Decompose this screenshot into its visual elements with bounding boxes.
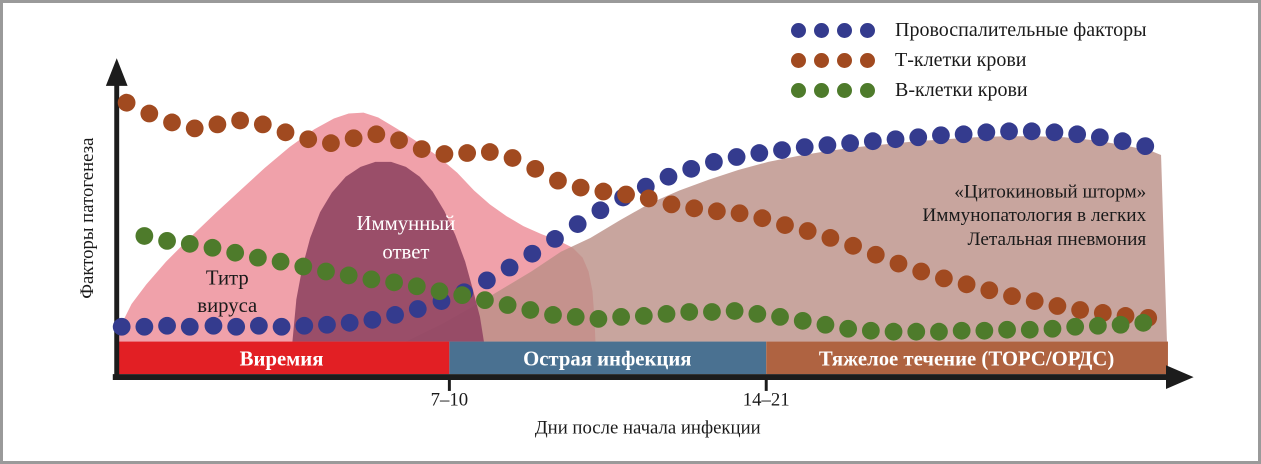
x-tick-label-7-10: 7–10 — [431, 390, 469, 411]
legend-dots-blue-icon — [791, 22, 883, 38]
legend-label-proinflammatory: Провоспалительные факторы — [895, 18, 1147, 41]
virus-titer-label-line2: вируса — [197, 295, 257, 317]
phase-bar-severe-course — [766, 341, 1168, 375]
x-tick-label-14-21: 14–21 — [743, 390, 790, 411]
legend-dots-green-icon — [791, 82, 883, 98]
x-axis-title: Дни после начала инфекции — [535, 417, 761, 438]
y-axis-title: Факторы патогенеза — [77, 137, 98, 299]
legend-dots-brown-icon — [791, 52, 883, 68]
x-axis-arrowhead — [1165, 365, 1194, 389]
virus-titer-label-line1: Титр — [206, 267, 249, 289]
legend-item-t-cells: Т-клетки крови — [791, 45, 1147, 75]
immune-response-label-line2: ответ — [382, 242, 429, 264]
legend-item-proinflammatory: Провоспалительные факторы — [791, 15, 1147, 45]
severe-outcome-label-line2: Иммунопатология в легких — [922, 205, 1146, 226]
chart-canvas: Виремия Острая инфекция Тяжелое течение … — [77, 58, 1194, 438]
phase-bar-viremia — [114, 341, 450, 375]
phase-bar-acute-infection — [449, 341, 767, 375]
dot-series-layer — [112, 93, 1158, 341]
severe-outcome-label-line3: Летальная пневмония — [967, 229, 1146, 250]
severe-outcome-label-line1: «Цитокиновый шторм» — [954, 181, 1146, 202]
legend-item-b-cells: В-клетки крови — [791, 75, 1147, 105]
phase-bar-label-viremia: Виремия — [240, 348, 324, 370]
phase-bar-label-acute-infection: Острая инфекция — [523, 348, 691, 370]
y-axis-arrowhead — [105, 58, 128, 86]
legend-label-t-cells: Т-клетки крови — [895, 48, 1027, 71]
legend: Провоспалительные факторы Т-клетки крови… — [791, 15, 1147, 105]
cytokine-storm-area — [405, 136, 1167, 342]
immune-response-label-line1: Иммунный — [357, 213, 456, 235]
phase-bar-label-severe-course: Тяжелое течение (ТОРС/ОРДС) — [819, 348, 1114, 370]
legend-label-b-cells: В-клетки крови — [895, 78, 1028, 101]
